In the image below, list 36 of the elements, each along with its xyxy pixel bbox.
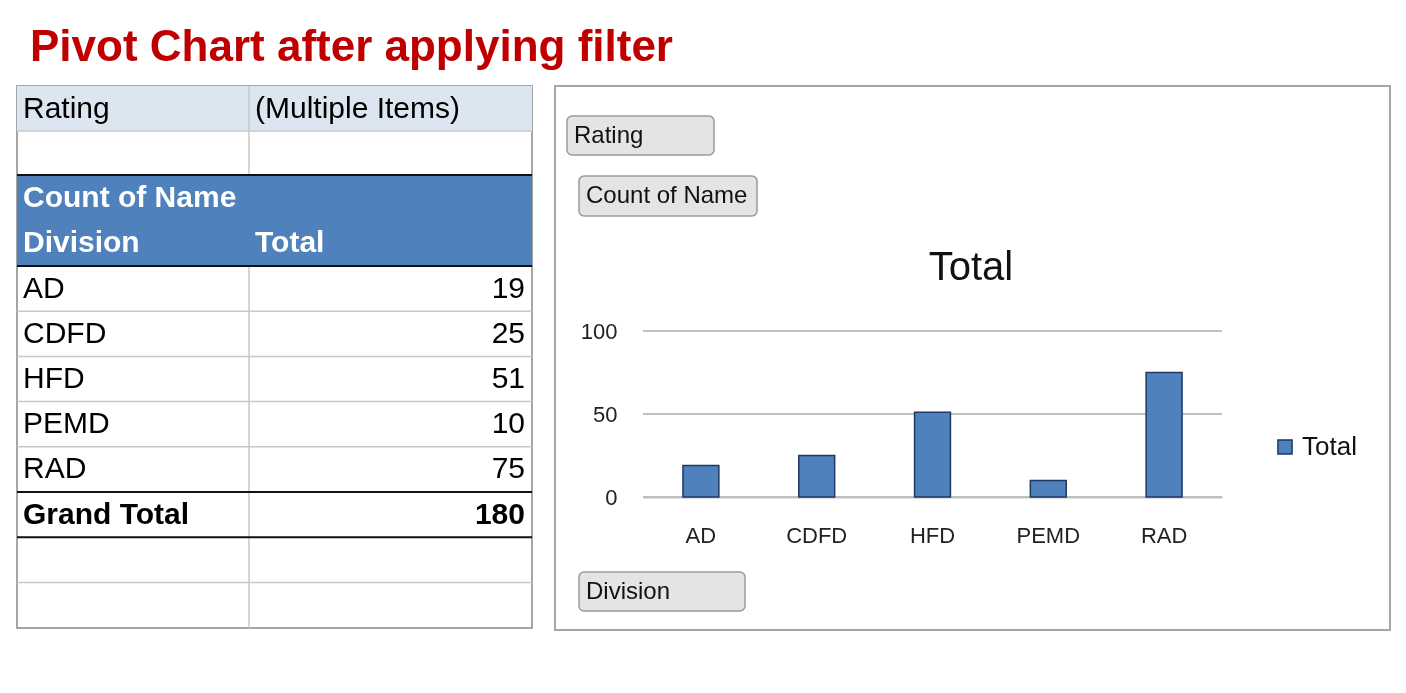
text: HFD xyxy=(23,361,85,394)
text: Count of Name xyxy=(586,181,748,208)
text: AD xyxy=(23,270,65,304)
text: 180 xyxy=(474,496,525,530)
text: 51 xyxy=(491,361,525,394)
y-tick-label: 0 xyxy=(605,484,618,510)
chart-title: Total xyxy=(928,244,1014,288)
text: Count of Name xyxy=(23,180,237,213)
bar xyxy=(1145,371,1183,498)
text: Grand Total xyxy=(23,496,190,530)
x-tick-label: AD xyxy=(685,522,717,548)
text: 10 xyxy=(491,406,525,440)
text: 75 xyxy=(491,451,525,485)
text: RAD xyxy=(23,451,87,485)
text: Rating xyxy=(574,120,644,148)
text: 19 xyxy=(491,270,525,304)
y-tick-label: 100 xyxy=(580,318,618,344)
bar xyxy=(798,454,836,498)
text: Rating xyxy=(23,91,110,124)
text: (Multiple Items) xyxy=(255,91,461,124)
text: 25 xyxy=(491,315,525,349)
text: Division xyxy=(23,225,140,258)
text: Total xyxy=(255,225,325,258)
bar xyxy=(913,411,952,498)
bar xyxy=(682,464,720,498)
x-tick-label: CDFD xyxy=(786,522,848,548)
x-tick-label: PEMD xyxy=(1016,522,1081,548)
x-tick-label: HFD xyxy=(909,522,956,548)
text: CDFD xyxy=(23,315,107,349)
text: Pivot Chart after applying filter xyxy=(30,21,673,71)
text: PEMD xyxy=(23,406,110,440)
y-tick-label: 50 xyxy=(593,401,618,427)
bar xyxy=(1029,479,1067,498)
legend-label: Total xyxy=(1302,431,1357,461)
x-tick-label: RAD xyxy=(1140,522,1188,548)
text: Division xyxy=(586,576,671,604)
